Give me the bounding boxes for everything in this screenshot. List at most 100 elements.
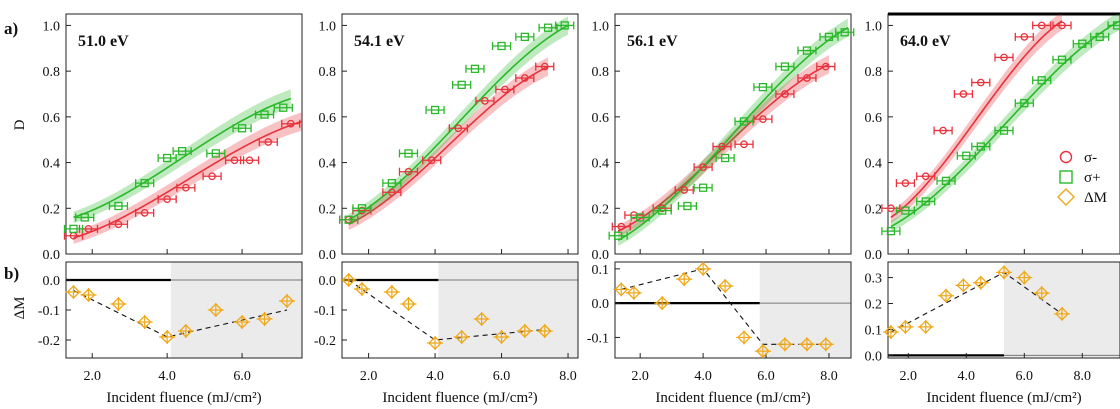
data-point-sigma-minus <box>501 85 509 94</box>
data-point-sigma-minus <box>540 62 549 71</box>
data-point-sigma-minus <box>939 126 947 135</box>
data-point-sigma-minus <box>1058 21 1066 30</box>
legend-marker-sigma-plus <box>1059 170 1073 184</box>
data-point-sigma-plus <box>520 32 529 42</box>
data-point-sigma-minus <box>821 62 830 71</box>
top-frame <box>614 13 852 255</box>
y-tick-label: 0.2 <box>43 202 61 217</box>
y-tick-label: 0.6 <box>592 111 610 126</box>
data-point-sigma-plus <box>739 117 749 126</box>
data-point-sigma-minus <box>617 222 626 231</box>
data-point-delta-m <box>355 282 369 296</box>
data-point-delta-m <box>778 337 792 352</box>
y-tick-label: 0.1 <box>592 263 610 278</box>
data-point-sigma-minus <box>921 172 930 181</box>
data-point-sigma-minus <box>718 142 726 151</box>
x-tick-label: 2.0 <box>900 369 918 384</box>
data-point-delta-m <box>280 294 294 308</box>
y-tick-label: 0.4 <box>43 157 61 172</box>
x-tick-label: 4.0 <box>958 369 976 384</box>
data-point-sigma-plus <box>802 46 812 55</box>
data-point-sigma-plus <box>430 105 440 115</box>
data-point-sigma-minus <box>803 74 811 82</box>
legend-label: σ- <box>1084 150 1097 166</box>
data-point-delta-m <box>818 337 833 352</box>
data-point-delta-m <box>208 303 223 317</box>
data-point-delta-m <box>696 261 711 276</box>
panel-3: 0.00.20.40.60.81.056.1 eV-0.10.00.12.0 4.… <box>587 13 855 406</box>
data-point-sigma-plus <box>560 21 569 30</box>
data-point-sigma-plus <box>840 28 849 37</box>
data-point-sigma-minus <box>976 78 985 87</box>
data-point-sigma-plus <box>162 153 172 163</box>
row-a-label: a) <box>4 19 18 38</box>
x-axis-label: Incident fluence (mJ/cm²) <box>655 390 810 406</box>
data-point-sigma-plus <box>886 226 896 236</box>
data-point-sigma-plus <box>260 110 269 119</box>
x-tick-label: 8.0 <box>559 369 577 384</box>
data-point-sigma-minus <box>1020 33 1029 41</box>
fit-line-sigma_minus <box>73 120 303 239</box>
data-point-sigma-plus <box>758 82 768 92</box>
panel-title: 51.0 eV <box>78 33 129 50</box>
data-point-sigma-plus <box>543 23 553 32</box>
y-tick-label: 0.1 <box>865 323 883 338</box>
data-point-sigma-plus <box>404 149 413 158</box>
data-point-sigma-plus <box>1020 98 1029 108</box>
y-axis-label-delta-m: ΔM <box>12 297 28 320</box>
panels: 0.0 0.2 0.4 0.6 0.8 1.0 51.0 eV -0.2 -0.1 0.0 2.0 4… <box>38 12 1120 406</box>
data-point-sigma-minus <box>520 74 529 82</box>
data-point-delta-m <box>737 330 751 345</box>
y-tick-label: 1.0 <box>43 19 61 34</box>
y-tick-label: 0.0 <box>319 274 337 289</box>
panel-1: 0.0 0.2 0.4 0.6 0.8 1.0 51.0 eV -0.2 -0.1 0.0 2.0 4… <box>38 13 303 406</box>
data-point-delta-m <box>81 288 96 302</box>
y-axis-label-d: D <box>12 119 28 130</box>
data-point-sigma-plus <box>658 206 667 215</box>
y-tick-label: 0.4 <box>592 157 610 172</box>
shaded-region <box>438 262 578 358</box>
data-point-delta-m <box>918 319 933 334</box>
data-point-sigma-minus <box>264 138 273 146</box>
y-tick-label: 0.2 <box>865 298 883 313</box>
data-point-sigma-minus <box>286 119 295 128</box>
x-tick-label: 8.0 <box>820 369 838 384</box>
data-point-delta-m <box>1034 286 1049 301</box>
data-point-sigma-minus <box>901 179 910 187</box>
data-point-sigma-plus <box>279 103 288 112</box>
data-point-delta-m <box>178 324 193 338</box>
data-point-delta-m <box>614 282 629 297</box>
legend-label: ΔM <box>1084 190 1107 206</box>
data-point-sigma-plus <box>80 213 89 222</box>
panel-4: 0.0 0.2 0.4 0.6 0.8 1.0 64.0 eV 0.0 0.1 0.2 0.3 2.0… <box>865 12 1120 406</box>
data-point-sigma-plus <box>683 201 692 211</box>
data-point-sigma-minus <box>740 140 748 149</box>
y-tick-label: 0.0 <box>592 248 610 263</box>
fit-line-sigma_minus <box>348 65 549 226</box>
y-tick-label: 0.3 <box>865 272 883 287</box>
data-point-sigma-minus <box>84 225 93 233</box>
data-point-delta-m <box>235 315 249 329</box>
data-point-sigma-minus <box>959 90 968 98</box>
data-point-sigma-minus <box>781 90 789 98</box>
data-point-sigma-plus <box>1057 55 1067 64</box>
data-point-delta-m <box>655 296 670 311</box>
fit-line-sigma_minus <box>890 20 1063 219</box>
data-point-sigma-minus <box>454 124 463 133</box>
x-tick-label: 6.0 <box>493 369 511 384</box>
y-tick-label: 0.0 <box>43 248 61 263</box>
data-point-delta-m <box>626 285 641 300</box>
data-point-sigma-minus <box>388 188 396 197</box>
panel-title: 54.1 eV <box>354 33 405 50</box>
data-point-sigma-plus <box>387 178 397 188</box>
data-point-sigma-minus <box>699 163 707 171</box>
data-point-sigma-plus <box>177 146 187 156</box>
data-point-sigma-minus <box>404 167 413 176</box>
data-point-sigma-plus <box>497 41 506 51</box>
data-point-delta-m <box>997 265 1011 280</box>
data-point-delta-m <box>939 288 953 303</box>
data-point-sigma-plus <box>457 80 466 90</box>
data-point-delta-m <box>800 337 814 352</box>
data-point-sigma-plus <box>698 183 708 192</box>
